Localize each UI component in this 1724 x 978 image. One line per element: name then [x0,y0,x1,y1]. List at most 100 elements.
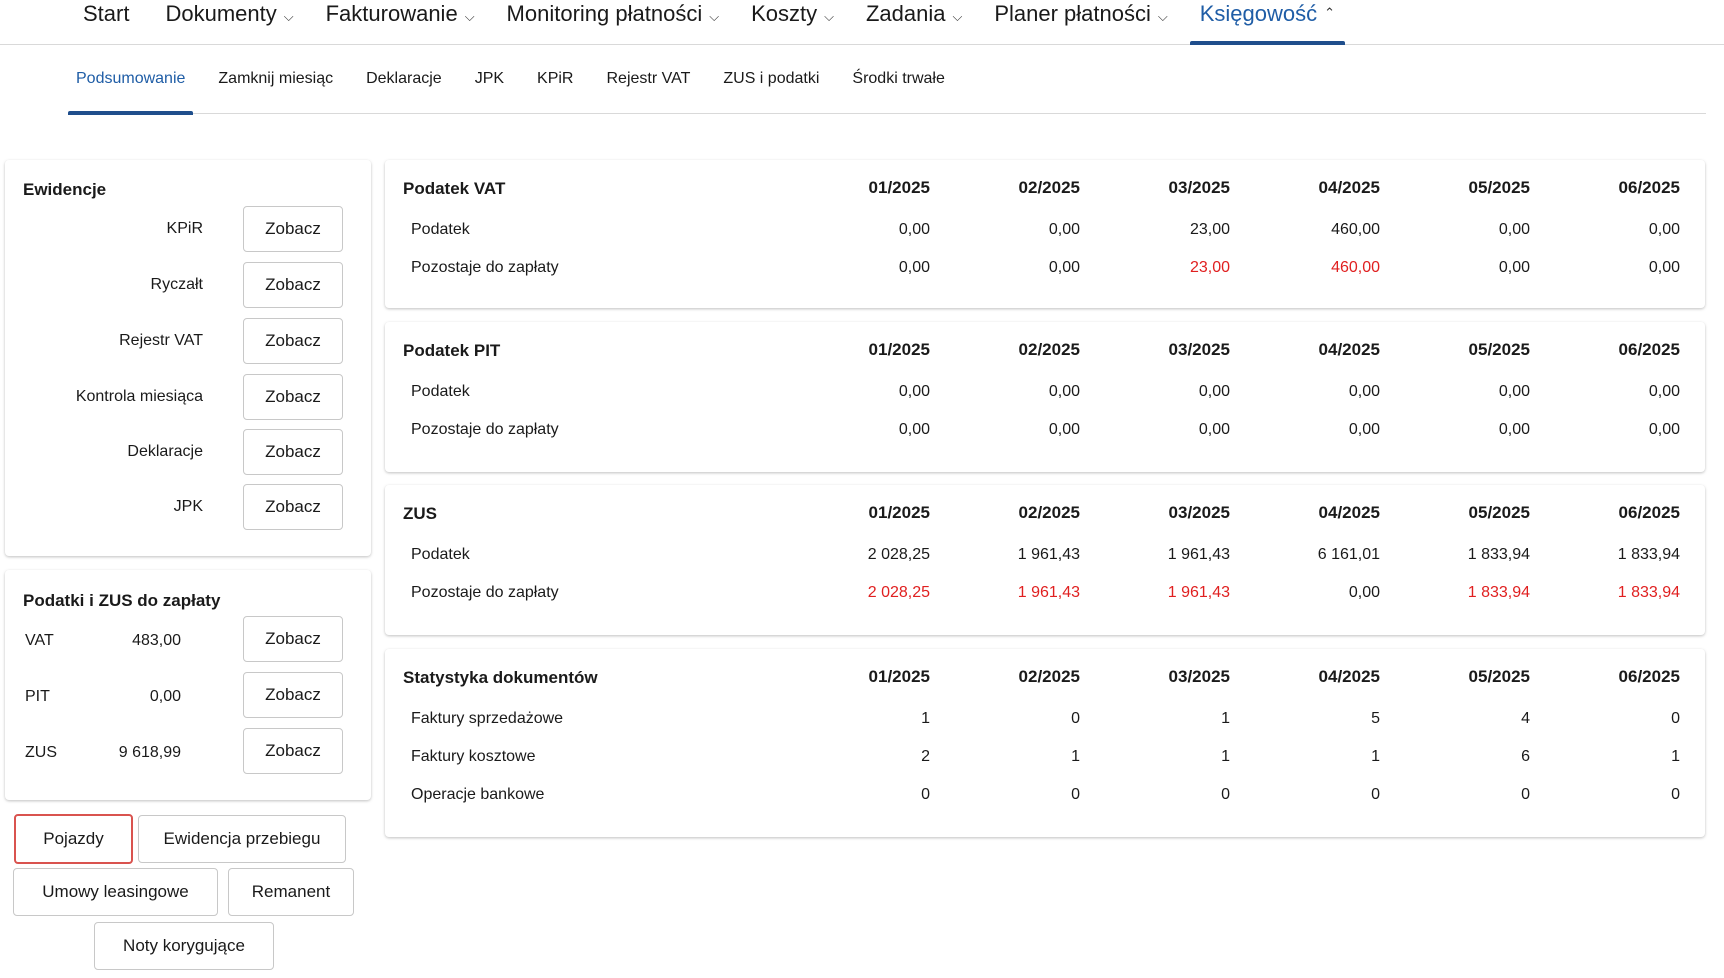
sub-navigation: Podsumowanie Zamknij miesiąc Deklaracje … [67,60,1706,115]
table-cell: 0 [1671,710,1680,727]
month-header: 06/2025 [1618,178,1680,197]
tab-rejestr-vat[interactable]: Rejestr VAT [606,70,691,87]
zobacz-deklaracje-button[interactable]: Zobacz [243,429,343,475]
pojazdy-button[interactable]: Pojazdy [14,814,133,864]
chevron-down-icon: ⌵ [464,9,475,24]
table-row-label: Faktury sprzedażowe [411,710,564,727]
ewidencje-row: Deklaracje Zobacz [5,426,371,475]
tax-name-zus: ZUS [25,744,57,761]
table-cell: 0,00 [1198,383,1230,400]
zobacz-rejestr-vat-button[interactable]: Zobacz [243,318,343,364]
zobacz-zus-button[interactable]: Zobacz [243,728,343,774]
tax-value-zus: 9 618,99 [118,744,181,761]
month-header: 04/2025 [1318,178,1380,197]
ewidencje-label: Ryczałt [150,276,203,293]
table-cell: 0 [921,786,930,803]
nav-ksiegowosc[interactable]: Księgowość ⌃ [1189,0,1346,45]
tax-name-vat: VAT [25,632,54,649]
nav-label: Fakturowanie [325,1,458,26]
table-cell: 23,00 [1189,259,1230,276]
month-header: 03/2025 [1168,503,1230,522]
table-cell: 460,00 [1331,259,1380,276]
table-cell: 0,00 [898,383,930,400]
zobacz-kpir-button[interactable]: Zobacz [243,206,343,252]
table-title: Podatek PIT [403,341,501,360]
table-cell: 0,00 [1198,421,1230,438]
tab-jpk[interactable]: JPK [474,70,505,87]
tab-kpir[interactable]: KPiR [537,70,574,87]
nav-label: Dokumenty [165,1,277,26]
table-cell: 1 [1221,748,1230,765]
month-header: 01/2025 [868,503,930,522]
nav-label: Planer płatności [994,1,1151,26]
top-nav-items: Start Dokumenty ⌵ Fakturowanie ⌵ Monitorin… [83,0,1346,45]
table-row-label: Podatek [411,221,470,238]
nav-start[interactable]: Start [83,0,129,45]
nav-monitoring[interactable]: Monitoring płatności ⌵ [507,0,720,45]
ewidencje-card: Ewidencje KPiR Zobacz Ryczałt Zobacz Rej… [5,160,371,556]
nav-label: Zadania [865,1,946,26]
table-cell: 0,00 [1048,421,1080,438]
table-cell: 0,00 [1498,259,1530,276]
table-cell: 0,00 [1648,421,1680,438]
ewidencje-label: Kontrola miesiąca [75,388,203,405]
chevron-up-icon: ⌃ [1324,5,1336,20]
chevron-down-icon: ⌵ [824,9,834,24]
noty-korygujace-button[interactable]: Noty korygujące [94,922,274,970]
chevron-down-icon: ⌵ [952,9,963,24]
table-cell: 0,00 [898,259,930,276]
nav-zadania[interactable]: Zadania ⌵ [866,0,962,45]
table-cell: 0 [1371,786,1380,803]
nav-label: Monitoring płatności [506,1,703,26]
table-cell: 0 [1221,786,1230,803]
ewidencje-row: KPiR Zobacz [5,203,371,252]
tax-value-pit: 0,00 [149,688,181,705]
zobacz-ryczalt-button[interactable]: Zobacz [243,262,343,308]
table-cell: 1 833,94 [1467,546,1530,563]
table-cell: 1 [921,710,930,727]
table-cell: 0,00 [1648,383,1680,400]
summary-table-card: Podatek VAT 01/2025 02/2025 03/2025 04/2025 0… [385,160,1705,308]
month-header: 02/2025 [1018,667,1080,686]
tab-zus-i-podatki[interactable]: ZUS i podatki [723,70,820,87]
nav-planer[interactable]: Planer płatności ⌵ [994,0,1167,45]
nav-dokumenty[interactable]: Dokumenty ⌵ [165,0,293,45]
table-cell: 0,00 [1048,221,1080,238]
nav-label: Start [83,1,130,26]
table-cell: 0,00 [1498,221,1530,238]
table-cell: 460,00 [1331,221,1380,238]
table-cell: 5 [1371,710,1380,727]
month-header: 06/2025 [1618,503,1680,522]
top-navigation: Start Dokumenty ⌵ Fakturowanie ⌵ Monitorin… [0,0,1724,45]
ewidencja-przebiegu-button[interactable]: Ewidencja przebiegu [138,815,346,863]
nav-koszty[interactable]: Koszty ⌵ [751,0,834,45]
table-cell: 1 [1221,710,1230,727]
month-header: 04/2025 [1318,340,1380,359]
table-cell: 0,00 [1348,584,1380,601]
ewidencje-row: Ryczałt Zobacz [5,259,371,308]
remanent-button[interactable]: Remanent [228,868,354,916]
table-cell: 6 161,01 [1317,546,1380,563]
month-header: 01/2025 [868,340,930,359]
zobacz-pit-button[interactable]: Zobacz [243,672,343,718]
tab-podsumowanie[interactable]: Podsumowanie [67,60,194,115]
zobacz-kontrola-button[interactable]: Zobacz [243,374,343,420]
nav-fakturowanie[interactable]: Fakturowanie ⌵ [326,0,475,45]
tab-srodki-trwale[interactable]: Środki trwałe [852,70,945,87]
month-header: 04/2025 [1318,667,1380,686]
table-cell: 0 [1071,786,1080,803]
table-cell: 0 [1671,786,1680,803]
ewidencje-row: Rejestr VAT Zobacz [5,315,371,364]
tab-deklaracje[interactable]: Deklaracje [366,70,442,87]
zobacz-vat-button[interactable]: Zobacz [243,616,343,662]
table-cell: 2 028,25 [867,546,930,563]
ewidencje-label: Rejestr VAT [119,332,203,349]
table-row-label: Pozostaje do zapłaty [411,584,559,601]
umowy-leasingowe-button[interactable]: Umowy leasingowe [13,868,218,916]
tab-zamknij-miesiac[interactable]: Zamknij miesiąc [218,70,334,87]
summary-table-card: Podatek PIT 01/2025 02/2025 03/2025 04/2025 0… [385,322,1705,472]
table-cell: 23,00 [1189,221,1230,238]
ewidencje-labels: Rejestr VAT [5,315,203,363]
month-header: 03/2025 [1168,178,1230,197]
zobacz-jpk-button[interactable]: Zobacz [243,484,343,530]
